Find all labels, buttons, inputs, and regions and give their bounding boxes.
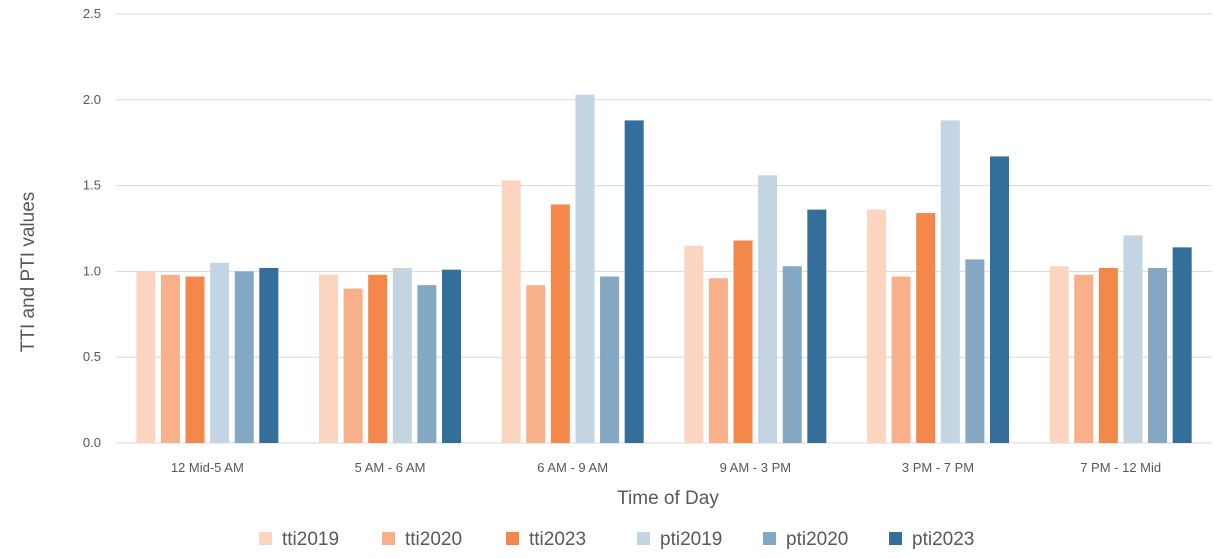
bars — [136, 94, 1192, 444]
bar-tti2019-4 — [867, 209, 886, 443]
y-tick-label: 2.5 — [83, 6, 101, 21]
bar-pti2023-2 — [624, 120, 644, 443]
y-tick-label: 1.5 — [83, 178, 101, 193]
bar-pti2020-3 — [782, 266, 802, 443]
y-tick-label: 2.0 — [83, 92, 101, 107]
bar-tti2019-1 — [319, 274, 338, 443]
bar-pti2019-1 — [392, 267, 412, 443]
bar-pti2020-5 — [1148, 267, 1168, 443]
bar-pti2019-0 — [210, 262, 230, 443]
bar-tti2019-0 — [136, 271, 156, 443]
legend-swatch-tti2020 — [382, 532, 395, 545]
x-tick-label: 5 AM - 6 AM — [355, 460, 426, 475]
bar-tti2019-2 — [501, 180, 521, 443]
bar-tti2020-1 — [343, 288, 363, 443]
bar-pti2019-3 — [758, 175, 778, 443]
x-tick-label: 3 PM - 7 PM — [902, 460, 974, 475]
bar-tti2023-0 — [185, 276, 205, 443]
bar-tti2020-4 — [891, 276, 911, 443]
bar-pti2023-0 — [259, 267, 279, 443]
gridlines — [116, 13, 1212, 444]
bar-pti2023-4 — [990, 156, 1009, 444]
x-tick-label: 12 Mid-5 AM — [171, 460, 244, 475]
bar-tti2023-3 — [733, 240, 753, 443]
legend-label-tti2023: tti2023 — [529, 529, 586, 550]
bar-tti2020-5 — [1074, 274, 1094, 443]
bar-tti2020-3 — [708, 278, 728, 443]
x-axis-ticks: 12 Mid-5 AM 5 AM - 6 AM 6 AM - 9 AM 9 AM - … — [171, 460, 1161, 475]
bar-tti2023-4 — [916, 213, 936, 443]
x-tick-label: 6 AM - 9 AM — [537, 460, 608, 475]
bar-tti2023-2 — [550, 204, 570, 443]
bar-tti2019-5 — [1049, 266, 1069, 443]
x-axis-title: Time of Day — [617, 488, 719, 509]
bar-pti2023-5 — [1172, 247, 1192, 443]
bar-pti2019-2 — [575, 94, 595, 443]
bar-tti2019-3 — [684, 245, 704, 443]
legend-swatch-tti2019 — [259, 532, 272, 545]
legend: tti2019 tti2020 tti2023 pti2019 pti2020 pti20… — [259, 529, 974, 550]
bar-pti2020-1 — [417, 285, 437, 443]
y-axis-title: TTI and PTI values — [18, 192, 39, 353]
y-tick-label: 0.5 — [83, 349, 101, 364]
legend-label-pti2023: pti2023 — [912, 529, 974, 550]
bar-tti2023-5 — [1098, 267, 1118, 443]
bar-pti2023-3 — [807, 209, 827, 443]
bar-tti2020-0 — [160, 274, 180, 443]
bar-pti2023-1 — [442, 269, 461, 443]
bar-pti2020-0 — [234, 271, 254, 443]
x-tick-label: 9 AM - 3 PM — [720, 460, 792, 475]
legend-label-tti2019: tti2019 — [282, 529, 339, 550]
bar-pti2020-4 — [965, 259, 985, 443]
legend-swatch-pti2019 — [637, 532, 650, 545]
y-tick-label: 1.0 — [83, 263, 101, 278]
y-tick-label: 0.0 — [83, 435, 101, 450]
legend-swatch-tti2023 — [506, 532, 519, 545]
y-axis-ticks: 0.0 0.5 1.0 1.5 2.0 2.5 — [83, 6, 101, 450]
bar-pti2019-4 — [940, 120, 960, 443]
bar-tti2020-2 — [526, 285, 546, 443]
legend-swatch-pti2020 — [763, 532, 776, 545]
x-tick-label: 7 PM - 12 Mid — [1080, 460, 1161, 475]
legend-label-tti2020: tti2020 — [405, 529, 462, 550]
legend-label-pti2020: pti2020 — [786, 529, 848, 550]
legend-swatch-pti2023 — [889, 532, 902, 545]
legend-label-pti2019: pti2019 — [660, 529, 722, 550]
bar-pti2019-5 — [1123, 235, 1143, 443]
bar-pti2020-2 — [600, 276, 620, 443]
bar-tti2023-1 — [368, 274, 388, 443]
